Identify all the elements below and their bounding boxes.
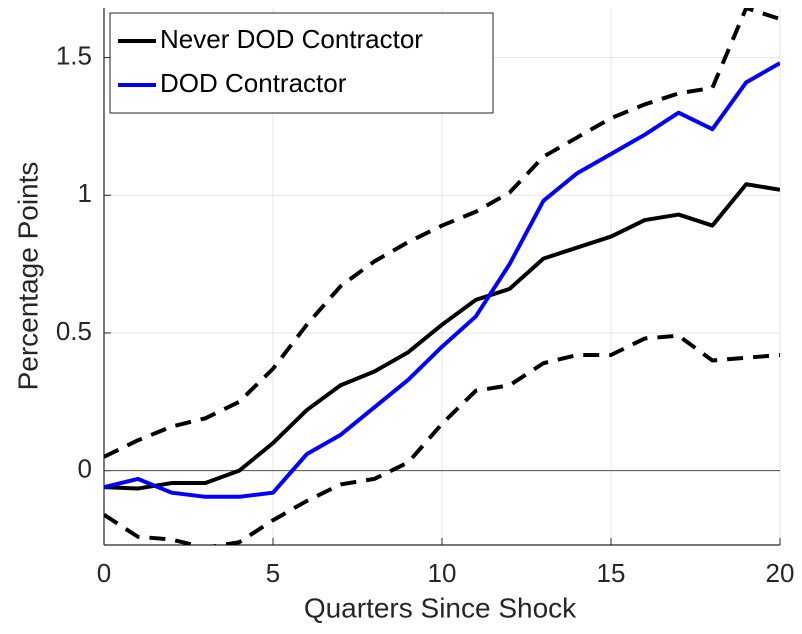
series-line	[104, 182, 780, 491]
plot-area	[104, 8, 780, 545]
x-tick-label: 20	[766, 558, 795, 588]
legend-label: Never DOD Contractor	[160, 24, 423, 54]
x-tick-label: 0	[97, 558, 111, 588]
x-tick-label: 5	[266, 558, 280, 588]
y-tick-label: 0	[78, 454, 92, 484]
y-tick-label: 1	[78, 178, 92, 208]
x-tick-label: 10	[428, 558, 457, 588]
confidence-line	[104, 333, 780, 545]
x-axis-label: Quarters Since Shock	[304, 592, 577, 623]
y-tick-label: 0.5	[56, 316, 92, 346]
legend-box	[109, 12, 494, 114]
confidence-line	[104, 8, 780, 459]
series-line	[104, 61, 780, 499]
legend-label: DOD Contractor	[160, 68, 347, 98]
y-axis-label: Percentage Points	[12, 162, 43, 391]
y-tick-label: 1.5	[56, 40, 92, 70]
x-tick-label: 15	[597, 558, 626, 588]
